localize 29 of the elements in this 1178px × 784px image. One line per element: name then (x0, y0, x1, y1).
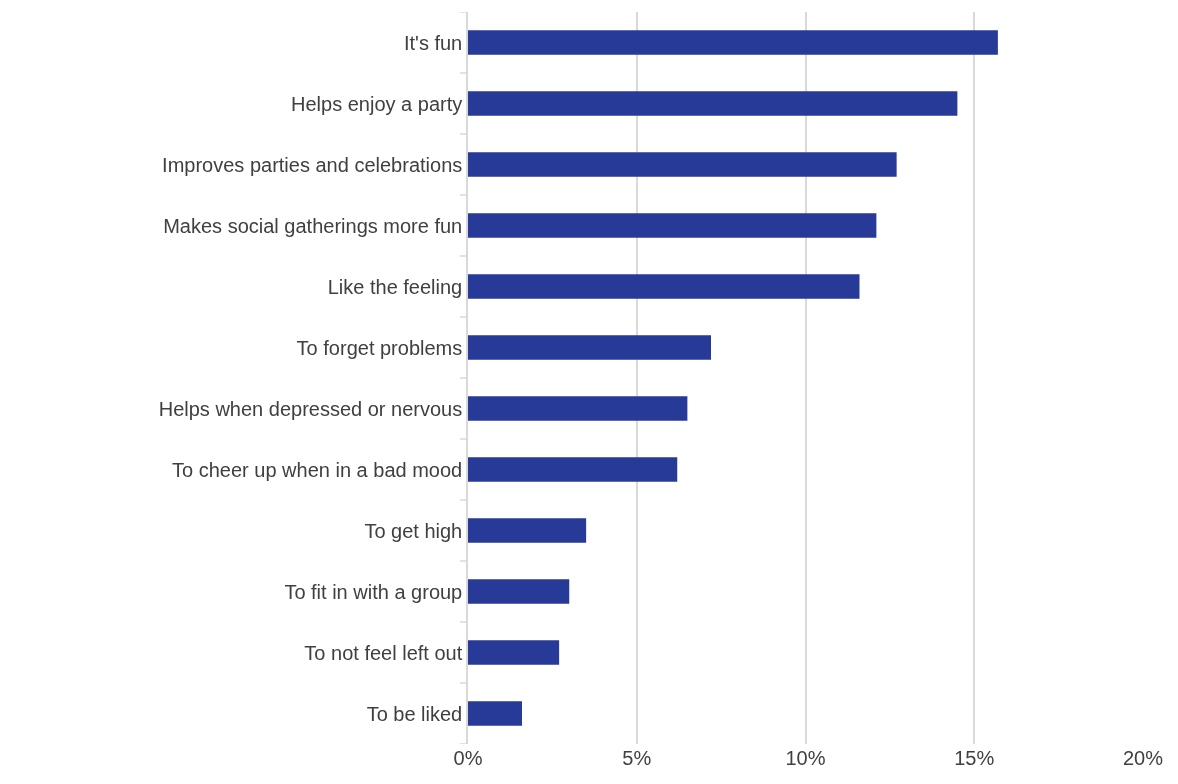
x-tick-label: 10% (785, 747, 826, 769)
y-tick-label: To be liked (366, 702, 463, 725)
y-tick-label: To not feel left out (304, 641, 463, 664)
y-tick-label: To cheer up when in a bad mood (172, 458, 463, 481)
bar (468, 30, 998, 55)
y-tick-label: To forget problems (296, 336, 463, 359)
y-tick-label: Helps enjoy a party (291, 92, 463, 115)
bar (468, 518, 587, 543)
x-tick-label: 5% (622, 747, 652, 769)
bar (468, 274, 860, 299)
y-tick-label: Helps when depressed or nervous (158, 397, 463, 420)
bar (468, 457, 678, 482)
bar (468, 213, 877, 238)
bar (468, 701, 522, 726)
bar (468, 91, 958, 116)
y-tick-label: To fit in with a group (284, 580, 463, 603)
bar (468, 152, 897, 177)
bar (468, 579, 570, 604)
bar (468, 396, 688, 421)
y-tick-label: It's fun (403, 31, 463, 54)
x-tick-label: 0% (453, 747, 483, 769)
y-tick-label: Improves parties and celebrations (162, 153, 463, 176)
y-tick-label: To get high (364, 519, 463, 542)
y-tick-label: Makes social gatherings more fun (163, 214, 463, 237)
y-tick-label: Like the feeling (327, 275, 463, 298)
bar (468, 335, 711, 360)
bar (468, 640, 560, 665)
x-tick-label: 20% (1122, 747, 1164, 769)
x-tick-label: 15% (954, 747, 995, 769)
